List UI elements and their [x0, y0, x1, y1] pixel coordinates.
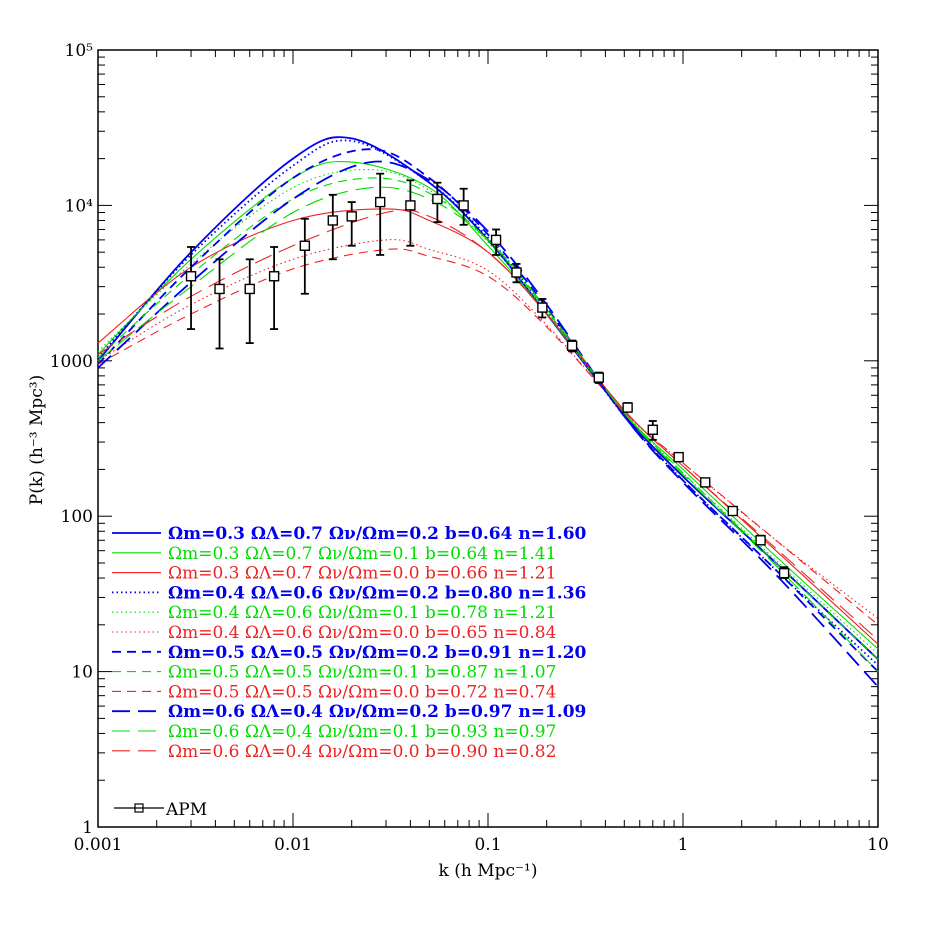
apm-point	[700, 477, 711, 488]
y-tick-label: 10⁴	[65, 196, 94, 216]
apm-point	[327, 215, 339, 226]
apm-point	[622, 402, 633, 413]
apm-point	[647, 424, 658, 435]
apm-point	[537, 302, 548, 313]
apm-point	[432, 193, 443, 205]
apm-legend-label: APM	[165, 800, 207, 820]
legend-label: Ωm=0.4 ΩΛ=0.6 Ων/Ωm=0.0 b=0.65 n=0.84	[168, 623, 556, 643]
legend-label: Ωm=0.4 ΩΛ=0.6 Ων/Ωm=0.2 b=0.80 n=1.36	[168, 583, 586, 603]
apm-point	[346, 211, 357, 222]
x-tick-label: 10	[867, 835, 889, 855]
apm-point	[244, 283, 255, 295]
apm-legend-marker	[134, 803, 144, 813]
legend-label: Ωm=0.5 ΩΛ=0.5 Ων/Ωm=0.0 b=0.72 n=0.74	[168, 682, 556, 702]
x-tick-label: 0.1	[474, 835, 501, 855]
apm-point	[727, 505, 738, 517]
series-line	[97, 148, 879, 673]
legend-label: Ωm=0.6 ΩΛ=0.4 Ων/Ωm=0.1 b=0.93 n=0.97	[168, 722, 556, 742]
apm-point	[374, 196, 386, 208]
apm-point	[458, 200, 469, 211]
legend-label: Ωm=0.5 ΩΛ=0.5 Ων/Ωm=0.2 b=0.91 n=1.20	[168, 643, 587, 663]
legend-label: Ωm=0.6 ΩΛ=0.4 Ων/Ωm=0.2 b=0.97 n=1.09	[168, 702, 586, 722]
x-axis-label: k (h Mpc⁻¹)	[439, 861, 538, 881]
apm-point	[185, 271, 197, 282]
legend-label: Ωm=0.3 ΩΛ=0.7 Ων/Ωm=0.0 b=0.66 n=1.21	[168, 564, 556, 584]
apm-point	[299, 240, 311, 251]
x-tick-labels: 0.001 0.01 0.1 1 10	[74, 835, 889, 855]
legend-label: Ωm=0.5 ΩΛ=0.5 Ων/Ωm=0.1 b=0.87 n=1.07	[168, 663, 556, 683]
series-line	[97, 169, 879, 655]
y-tick-label: 10	[71, 663, 93, 683]
apm-point	[778, 567, 790, 579]
legend-label: Ωm=0.3 ΩΛ=0.7 Ων/Ωm=0.2 b=0.64 n=1.60	[168, 524, 587, 544]
apm-point	[673, 451, 684, 463]
apm-point	[755, 535, 766, 546]
y-tick-label: 10⁵	[65, 41, 94, 61]
apm-point	[593, 372, 604, 383]
apm-data-points	[185, 172, 790, 579]
apm-point	[405, 200, 416, 211]
x-tick-label: 0.01	[274, 835, 312, 855]
legend-label: Ωm=0.6 ΩΛ=0.4 Ων/Ωm=0.0 b=0.90 n=0.82	[168, 742, 556, 762]
series-line	[97, 161, 879, 650]
legend-label: Ωm=0.4 ΩΛ=0.6 Ων/Ωm=0.1 b=0.78 n=1.21	[168, 603, 556, 623]
apm-legend: APM	[114, 800, 207, 820]
y-axis-label: P(k) (h⁻³ Mpc³)	[27, 375, 47, 505]
x-tick-label: 0.001	[74, 835, 123, 855]
apm-point	[214, 283, 225, 295]
legend-label: Ωm=0.3 ΩΛ=0.7 Ων/Ωm=0.1 b=0.64 n=1.41	[168, 544, 556, 564]
apm-point	[268, 271, 280, 282]
y-tick-label: 1	[82, 818, 93, 838]
legend: Ωm=0.3 ΩΛ=0.7 Ων/Ωm=0.2 b=0.64 n=1.60Ωm=…	[112, 524, 587, 762]
x-tick-label: 1	[678, 835, 689, 855]
apm-point	[566, 340, 578, 351]
series-line	[97, 186, 879, 672]
axis-ticks	[97, 49, 879, 828]
y-tick-label: 1000	[50, 352, 93, 372]
y-tick-labels: 1 10 100 1000 10⁴ 10⁵	[50, 41, 93, 838]
apm-point	[511, 267, 522, 278]
apm-point	[490, 234, 502, 246]
y-tick-label: 100	[61, 507, 93, 527]
